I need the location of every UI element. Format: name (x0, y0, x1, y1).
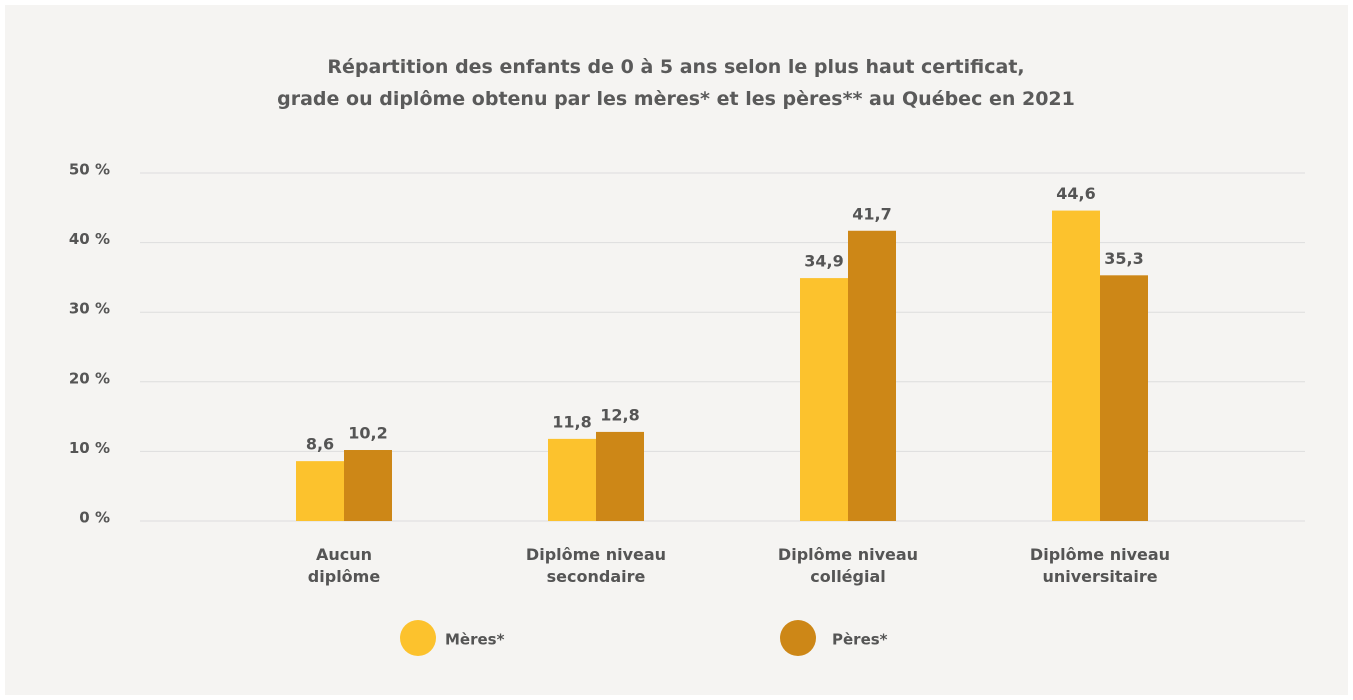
bar (296, 461, 344, 521)
legend-swatch (780, 620, 816, 656)
value-label: 41,7 (852, 204, 891, 223)
y-tick-label: 40 % (69, 230, 110, 248)
bar (1052, 210, 1100, 522)
value-label: 8,6 (306, 435, 334, 454)
value-label: 11,8 (552, 412, 591, 431)
bar (800, 278, 848, 521)
x-tick-label: Diplôme niveau collégial (777, 545, 919, 586)
bar (344, 450, 392, 521)
x-tick-label: Aucun diplôme (307, 545, 381, 586)
legend-label: Mères* (445, 631, 505, 649)
bar (596, 431, 644, 521)
value-label: 35,3 (1104, 249, 1143, 268)
y-tick-label: 0 % (79, 509, 110, 527)
legend-label: Pères* (832, 631, 888, 649)
chart-title: Répartition des enfants de 0 à 5 ans sel… (277, 56, 1075, 110)
legend-swatch (400, 620, 436, 656)
y-tick-label: 20 % (69, 369, 110, 387)
value-label: 10,2 (348, 424, 387, 443)
x-tick-label: Diplôme niveau secondaire (525, 545, 667, 586)
bar (548, 438, 596, 521)
y-tick-label: 50 % (69, 161, 110, 179)
value-label: 12,8 (600, 405, 639, 424)
y-tick-label: 10 % (69, 439, 110, 457)
y-tick-label: 30 % (69, 300, 110, 318)
value-label: 44,6 (1056, 184, 1095, 203)
bar (1100, 275, 1148, 521)
bar (848, 230, 896, 521)
x-tick-label: Diplôme niveau universitaire (1029, 545, 1171, 586)
value-label: 34,9 (804, 252, 843, 271)
